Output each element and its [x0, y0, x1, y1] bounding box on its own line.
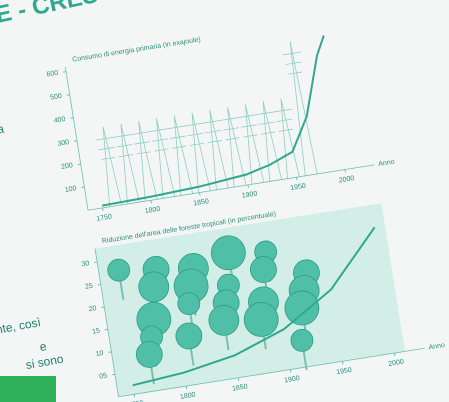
pylon: [113, 123, 140, 205]
pylon: [131, 121, 158, 202]
pylon: [238, 104, 265, 185]
tree-crown: [107, 258, 131, 282]
x-tick-label: 2000: [338, 175, 355, 184]
button[interactable]: [0, 376, 56, 402]
y-tick-label: 100: [64, 185, 77, 194]
x-tick-label: 1800: [180, 392, 197, 401]
y-tick-label: 600: [46, 70, 59, 79]
y-tick-label: 15: [92, 328, 101, 336]
y-tick-label: 05: [99, 372, 108, 380]
x-tick-label: 1750: [128, 400, 145, 402]
tree-crown: [135, 341, 163, 368]
x-tick-label: 1900: [284, 375, 301, 384]
x-tick-label: 1950: [336, 367, 353, 376]
x-tick-label: 1850: [193, 198, 210, 207]
y-tick-label: 200: [61, 162, 74, 171]
x-axis-label: Anno: [378, 159, 395, 168]
y-tick-label: 20: [88, 305, 97, 313]
x-axis: [87, 164, 375, 211]
pylon: [96, 126, 122, 207]
tree-crown: [290, 328, 314, 352]
side-text: si sono: [25, 352, 65, 372]
y-tick-label: 10: [95, 350, 104, 358]
tree-crown: [138, 271, 170, 303]
pylon: [220, 107, 247, 188]
data-line: [132, 226, 376, 387]
x-axis: [118, 347, 425, 398]
x-axis-label: Anno: [428, 342, 445, 351]
pylon: [202, 109, 229, 190]
tree-crown: [177, 292, 201, 316]
tree-crown: [243, 302, 279, 337]
pylon: [184, 112, 211, 193]
y-tick-label: 500: [50, 93, 63, 102]
y-tick-label: 400: [53, 116, 66, 125]
chart: Riduzione dell'area delle foreste tropic…: [81, 203, 446, 402]
tree-crown: [284, 290, 320, 326]
y-tick-label: 25: [85, 283, 94, 291]
side-text: e: [39, 339, 48, 354]
x-tick-label: 1950: [290, 183, 307, 192]
tree-crown: [208, 304, 240, 336]
y-tick-label: 30: [81, 260, 90, 268]
x-tick-label: 1800: [144, 206, 161, 215]
tree-crown: [249, 256, 277, 283]
pylon: [149, 118, 176, 199]
y-axis: [64, 66, 89, 211]
x-tick-label: 1850: [232, 383, 249, 392]
tree-crown: [210, 235, 246, 271]
y-axis: [94, 248, 119, 397]
tree-crown: [175, 322, 203, 350]
pylon: [273, 98, 300, 179]
data-line: [102, 35, 325, 207]
x-tick-label: 1900: [241, 190, 258, 199]
pylon: [283, 41, 318, 176]
y-tick-label: 300: [57, 139, 70, 148]
side-text: ta: [0, 122, 5, 138]
x-tick-label: 1750: [96, 213, 113, 222]
x-tick-label: 2000: [388, 359, 405, 368]
pylon: [256, 101, 282, 182]
pylon: [167, 115, 194, 196]
